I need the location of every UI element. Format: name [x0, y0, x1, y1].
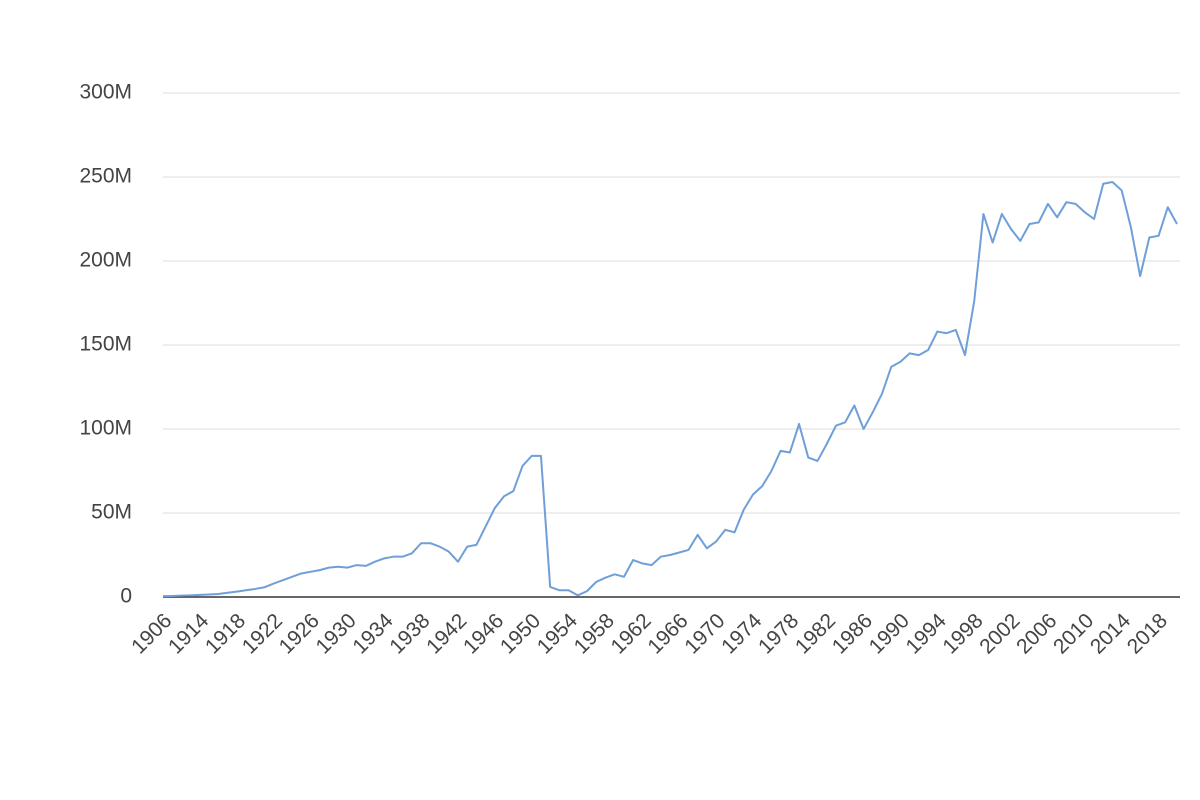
x-tick-label: 2002 [975, 609, 1024, 658]
y-tick-label: 100M [79, 417, 132, 440]
x-tick-label: 1914 [164, 609, 214, 659]
y-tick-label: 50M [91, 501, 132, 524]
data-line [162, 181, 1178, 598]
x-tick-label: 1978 [754, 609, 803, 658]
x-tick-label: 2006 [1012, 609, 1061, 658]
x-tick-label: 1986 [828, 609, 877, 658]
x-tick-label: 2014 [1086, 609, 1136, 659]
x-tick-label: 1942 [422, 609, 471, 658]
x-tick-label: 1974 [717, 609, 767, 659]
x-tick-label: 2010 [1049, 609, 1098, 658]
x-tick-label: 1930 [312, 609, 361, 658]
x-tick-label: 1938 [385, 609, 434, 658]
y-tick-label: 0 [120, 585, 132, 608]
x-tick-label: 1954 [533, 609, 583, 659]
x-tick-label: 1966 [643, 609, 692, 658]
x-tick-label: 1970 [680, 609, 729, 658]
y-tick-label: 150M [79, 333, 132, 356]
x-tick-label: 1906 [127, 609, 176, 658]
x-tick-label: 1994 [901, 609, 951, 659]
x-tick-label: 1962 [607, 609, 656, 658]
x-tick-label: 1998 [938, 609, 987, 658]
x-tick-label: 1922 [238, 609, 287, 658]
x-tick-label: 2018 [1123, 609, 1172, 658]
x-tick-label: 1958 [570, 609, 619, 658]
x-tick-label: 1934 [348, 609, 398, 659]
x-tick-label: 1926 [275, 609, 324, 658]
y-tick-label: 250M [79, 165, 132, 188]
x-tick-label: 1950 [496, 609, 545, 658]
x-tick-label: 1990 [865, 609, 914, 658]
x-tick-label: 1946 [459, 609, 508, 658]
y-tick-label: 300M [79, 81, 132, 104]
x-tick-label: 1982 [791, 609, 840, 658]
x-tick-label: 1918 [201, 609, 250, 658]
y-tick-label: 200M [79, 249, 132, 272]
